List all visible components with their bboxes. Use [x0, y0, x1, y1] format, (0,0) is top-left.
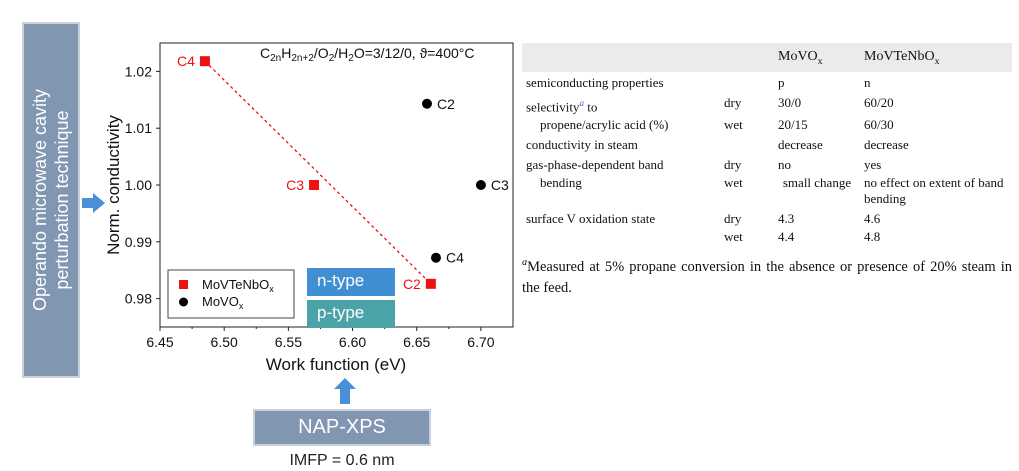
legend-label-movtenbox: MoVTeNbOx [202, 277, 274, 294]
cell-movox: p [778, 74, 785, 90]
row-condition: wet [724, 117, 743, 133]
data-point-movtenbox [199, 56, 210, 67]
table-row: bending wet small change no effect on exten… [522, 174, 1012, 208]
x-tick-label: 6.60 [339, 334, 366, 350]
row-condition: wet [724, 175, 743, 191]
cell-movtenbox: n [864, 74, 871, 90]
y-axis-label: Norm. conductivity [104, 115, 123, 255]
y-tick-label: 1.02 [125, 63, 152, 79]
row-condition: dry [724, 157, 742, 173]
legend-marker-movox [179, 297, 188, 307]
table-footnote: aMeasured at 5% propane conversion in th… [522, 252, 1012, 299]
y-tick-label: 1.00 [125, 177, 152, 193]
cell-movtenbox: yes [864, 157, 882, 173]
cell-movox: 4.3 [778, 211, 795, 227]
point-label: C2 [437, 96, 455, 112]
right-arrow-icon [82, 193, 105, 213]
data-point-movtenbox [309, 180, 320, 190]
table-row: gas-phase-dependent band dry no yes [522, 154, 1012, 174]
cell-movtenbox: 60/20 [864, 94, 894, 110]
y-tick-label: 1.01 [125, 120, 152, 136]
cell-movtenbox: 60/30 [864, 117, 894, 133]
chart-title: C2nH2n+2/O2/H2O=3/12/0, ϑ=400°C [260, 45, 474, 64]
col-movox: MoVOx [774, 43, 860, 72]
cell-movox: decrease [778, 137, 823, 153]
row-property: conductivity in steam [526, 137, 638, 153]
col-movtenbox: MoVTeNbOx [860, 43, 1012, 72]
x-axis: 6.45 6.50 6.55 6.60 6.65 6.70 [146, 327, 495, 350]
x-tick-label: 6.65 [403, 334, 430, 350]
data-points: C4 C3 C2 C2 C3 C4 [177, 53, 509, 292]
cell-movox: 30/0 [778, 94, 802, 110]
properties-table: MoVOx MoVTeNbOx semiconducting propertie… [522, 43, 1012, 299]
cell-movox: small change [782, 175, 852, 191]
row-condition: dry [724, 94, 742, 110]
row-condition: dry [724, 211, 742, 227]
trend-line-segment [204, 60, 432, 285]
table-row: propene/acrylic acid (%) wet 20/15 60/30 [522, 116, 1012, 134]
point-label: C2 [403, 276, 421, 292]
p-type-tag: p-type [307, 300, 395, 328]
cell-movtenbox: no effect on extent of band bending [864, 175, 1004, 207]
x-tick-label: 6.55 [275, 334, 302, 350]
data-point-movtenbox [425, 278, 436, 289]
legend: MoVTeNbOx MoVOx [167, 269, 295, 319]
point-label: C3 [286, 177, 304, 193]
legend-label-movox: MoVOx [202, 294, 244, 311]
row-condition [720, 72, 774, 92]
legend-box [167, 269, 295, 319]
cell-movtenbox: decrease [864, 137, 909, 153]
legend-marker-movtenbox [179, 280, 188, 289]
row-property: bending [540, 175, 582, 191]
table-row: selectivitya to dry 30/0 60/20 [522, 92, 1012, 116]
point-label: C3 [491, 177, 509, 193]
table-row: conductivity in steam decrease decrease [522, 134, 1012, 154]
footnote-text: Measured at 5% propane conversion in the… [522, 258, 1012, 296]
cell-movtenbox: 4.8 [864, 229, 881, 245]
row-condition [720, 134, 774, 154]
data-point-movox [430, 252, 441, 263]
operando-technique-box: Operando microwave cavity perturbation t… [22, 22, 80, 378]
x-tick-label: 6.45 [146, 334, 173, 350]
x-axis-label: Work function (eV) [266, 355, 406, 374]
table-header: MoVOx MoVTeNbOx [522, 43, 1012, 72]
nap-xps-box: NAP-XPS [253, 409, 431, 446]
row-property [522, 228, 720, 246]
n-type-tag: n-type [307, 268, 395, 296]
row-property: selectivitya to [526, 97, 598, 115]
y-tick-label: 0.99 [125, 234, 152, 250]
row-property: propene/acrylic acid (%) [540, 117, 669, 133]
y-axis: 0.98 0.99 1.00 1.01 1.02 [125, 63, 160, 307]
cell-movox: 4.4 [778, 229, 795, 245]
row-property: surface V oxidation state [526, 211, 656, 227]
data-point-movox [475, 180, 486, 190]
x-tick-label: 6.70 [467, 334, 494, 350]
y-tick-label: 0.98 [125, 291, 152, 307]
row-property: semiconducting properties [526, 74, 664, 90]
table-row: wet 4.4 4.8 [522, 228, 1012, 246]
row-condition: wet [724, 229, 743, 245]
table-row: semiconducting properties p n [522, 72, 1012, 92]
conductivity-chart: 6.45 6.50 6.55 6.60 6.65 6.70 0.98 0.99 1.00 1.0… [104, 42, 514, 374]
point-label: C4 [177, 53, 195, 69]
imfp-note: IMFP = 0.6 nm [289, 452, 395, 469]
row-property: gas-phase-dependent band [526, 157, 664, 173]
point-label: C4 [446, 250, 464, 266]
x-tick-label: 6.50 [211, 334, 238, 350]
cell-movox: no [778, 157, 791, 173]
data-point-movox [421, 98, 432, 109]
cell-movtenbox: 4.6 [864, 211, 881, 227]
cell-movox: 20/15 [778, 117, 808, 133]
footnote-marker: a [522, 257, 528, 269]
trend-line [204, 60, 432, 285]
up-arrow-icon [334, 378, 356, 404]
table-row: surface V oxidation state dry 4.3 4.6 [522, 208, 1012, 228]
